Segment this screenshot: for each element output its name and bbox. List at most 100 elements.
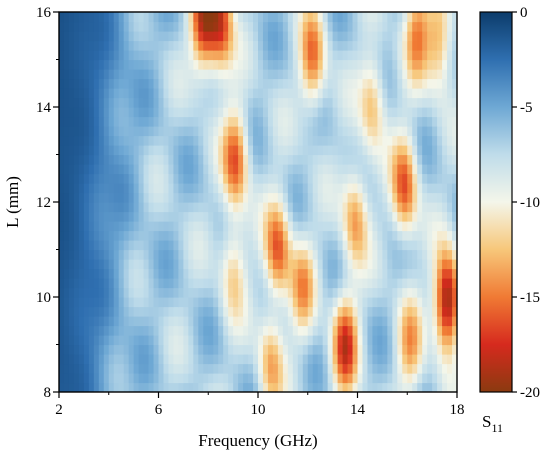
heat-cell <box>118 344 125 355</box>
heat-cell <box>312 69 319 80</box>
heat-cell <box>118 183 125 194</box>
heat-cell <box>103 382 110 392</box>
heat-cell <box>422 335 428 346</box>
heat-cell <box>68 88 75 99</box>
heat-cell <box>382 97 388 108</box>
heat-cell <box>143 221 150 232</box>
heat-cell <box>98 230 105 241</box>
heat-cell <box>307 278 314 289</box>
heat-cell <box>198 335 204 346</box>
heat-cell <box>88 268 95 279</box>
heat-cell <box>203 240 209 251</box>
heat-cell <box>138 316 145 327</box>
heat-cell <box>262 69 269 80</box>
heat-cell <box>253 107 259 118</box>
heat-cell <box>307 145 314 156</box>
heat-cell <box>243 335 249 346</box>
heat-cell <box>183 126 189 137</box>
heat-cell <box>342 173 349 184</box>
heat-cell <box>287 249 294 260</box>
heat-cell <box>88 335 95 346</box>
heat-cell <box>337 363 344 374</box>
heat-cell <box>78 373 85 384</box>
heat-cell <box>258 78 264 89</box>
heat-cell <box>173 344 179 355</box>
heat-cell <box>302 135 309 146</box>
heat-cell <box>402 221 408 232</box>
heat-cell <box>233 373 239 384</box>
heat-cell <box>292 107 299 118</box>
heat-cell <box>93 354 100 365</box>
heat-cell <box>307 59 314 70</box>
heat-cell <box>337 40 344 51</box>
heat-cell <box>163 363 170 374</box>
heat-cell <box>138 69 145 80</box>
heat-cell <box>88 164 95 175</box>
heat-cell <box>173 183 179 194</box>
heat-cell <box>143 278 150 289</box>
heat-cell <box>302 306 309 317</box>
heat-cell <box>292 40 299 51</box>
heat-cell <box>297 40 304 51</box>
heat-cell <box>292 97 299 108</box>
heat-cell <box>397 211 403 222</box>
heat-cell <box>128 325 135 336</box>
heat-cell <box>258 211 264 222</box>
heat-cell <box>397 78 403 89</box>
heat-cell <box>93 40 100 51</box>
heat-cell <box>322 240 329 251</box>
heat-cell <box>372 69 378 80</box>
heat-cell <box>88 297 95 308</box>
heat-cell <box>63 97 70 108</box>
heat-cell <box>183 12 189 23</box>
heat-cell <box>63 59 70 70</box>
heat-cell <box>447 268 453 279</box>
heat-cell <box>218 88 224 99</box>
heat-cell <box>447 116 453 127</box>
heat-cell <box>437 382 443 392</box>
heat-cell <box>377 107 383 118</box>
heat-cell <box>347 135 354 146</box>
heat-cell <box>98 78 105 89</box>
heat-cell <box>238 344 244 355</box>
heat-cell <box>367 50 374 61</box>
heat-cell <box>78 59 85 70</box>
heat-cell <box>447 59 453 70</box>
heat-cell <box>238 59 244 70</box>
heat-cell <box>397 173 403 184</box>
heat-cell <box>103 145 110 156</box>
heat-cell <box>437 373 443 384</box>
heat-cell <box>218 107 224 118</box>
heat-cell <box>258 69 264 80</box>
heat-cell <box>272 116 279 127</box>
heat-cell <box>59 344 65 355</box>
heat-cell <box>183 363 189 374</box>
heat-cell <box>347 31 354 42</box>
heat-cell <box>377 97 383 108</box>
heat-cell <box>427 240 433 251</box>
heat-cell <box>272 249 279 260</box>
heat-cell <box>108 78 115 89</box>
heat-cell <box>73 126 80 137</box>
heat-cell <box>148 88 155 99</box>
heat-cell <box>432 278 438 289</box>
heat-cell <box>108 31 115 42</box>
heat-cell <box>407 164 413 175</box>
heat-cell <box>377 363 383 374</box>
heat-cell <box>302 316 309 327</box>
heat-cell <box>143 202 150 213</box>
heat-cell <box>83 107 90 118</box>
heat-cell <box>382 107 388 118</box>
heat-cell <box>218 249 224 260</box>
heat-cell <box>402 344 408 355</box>
heat-cell <box>98 135 105 146</box>
heat-cell <box>98 259 105 270</box>
heat-cell <box>183 259 189 270</box>
heat-cell <box>88 12 95 23</box>
heat-cell <box>417 135 423 146</box>
heat-cell <box>337 107 344 118</box>
heat-cell <box>68 183 75 194</box>
heat-cell <box>128 164 135 175</box>
heat-cell <box>332 78 339 89</box>
heat-cell <box>392 316 398 327</box>
